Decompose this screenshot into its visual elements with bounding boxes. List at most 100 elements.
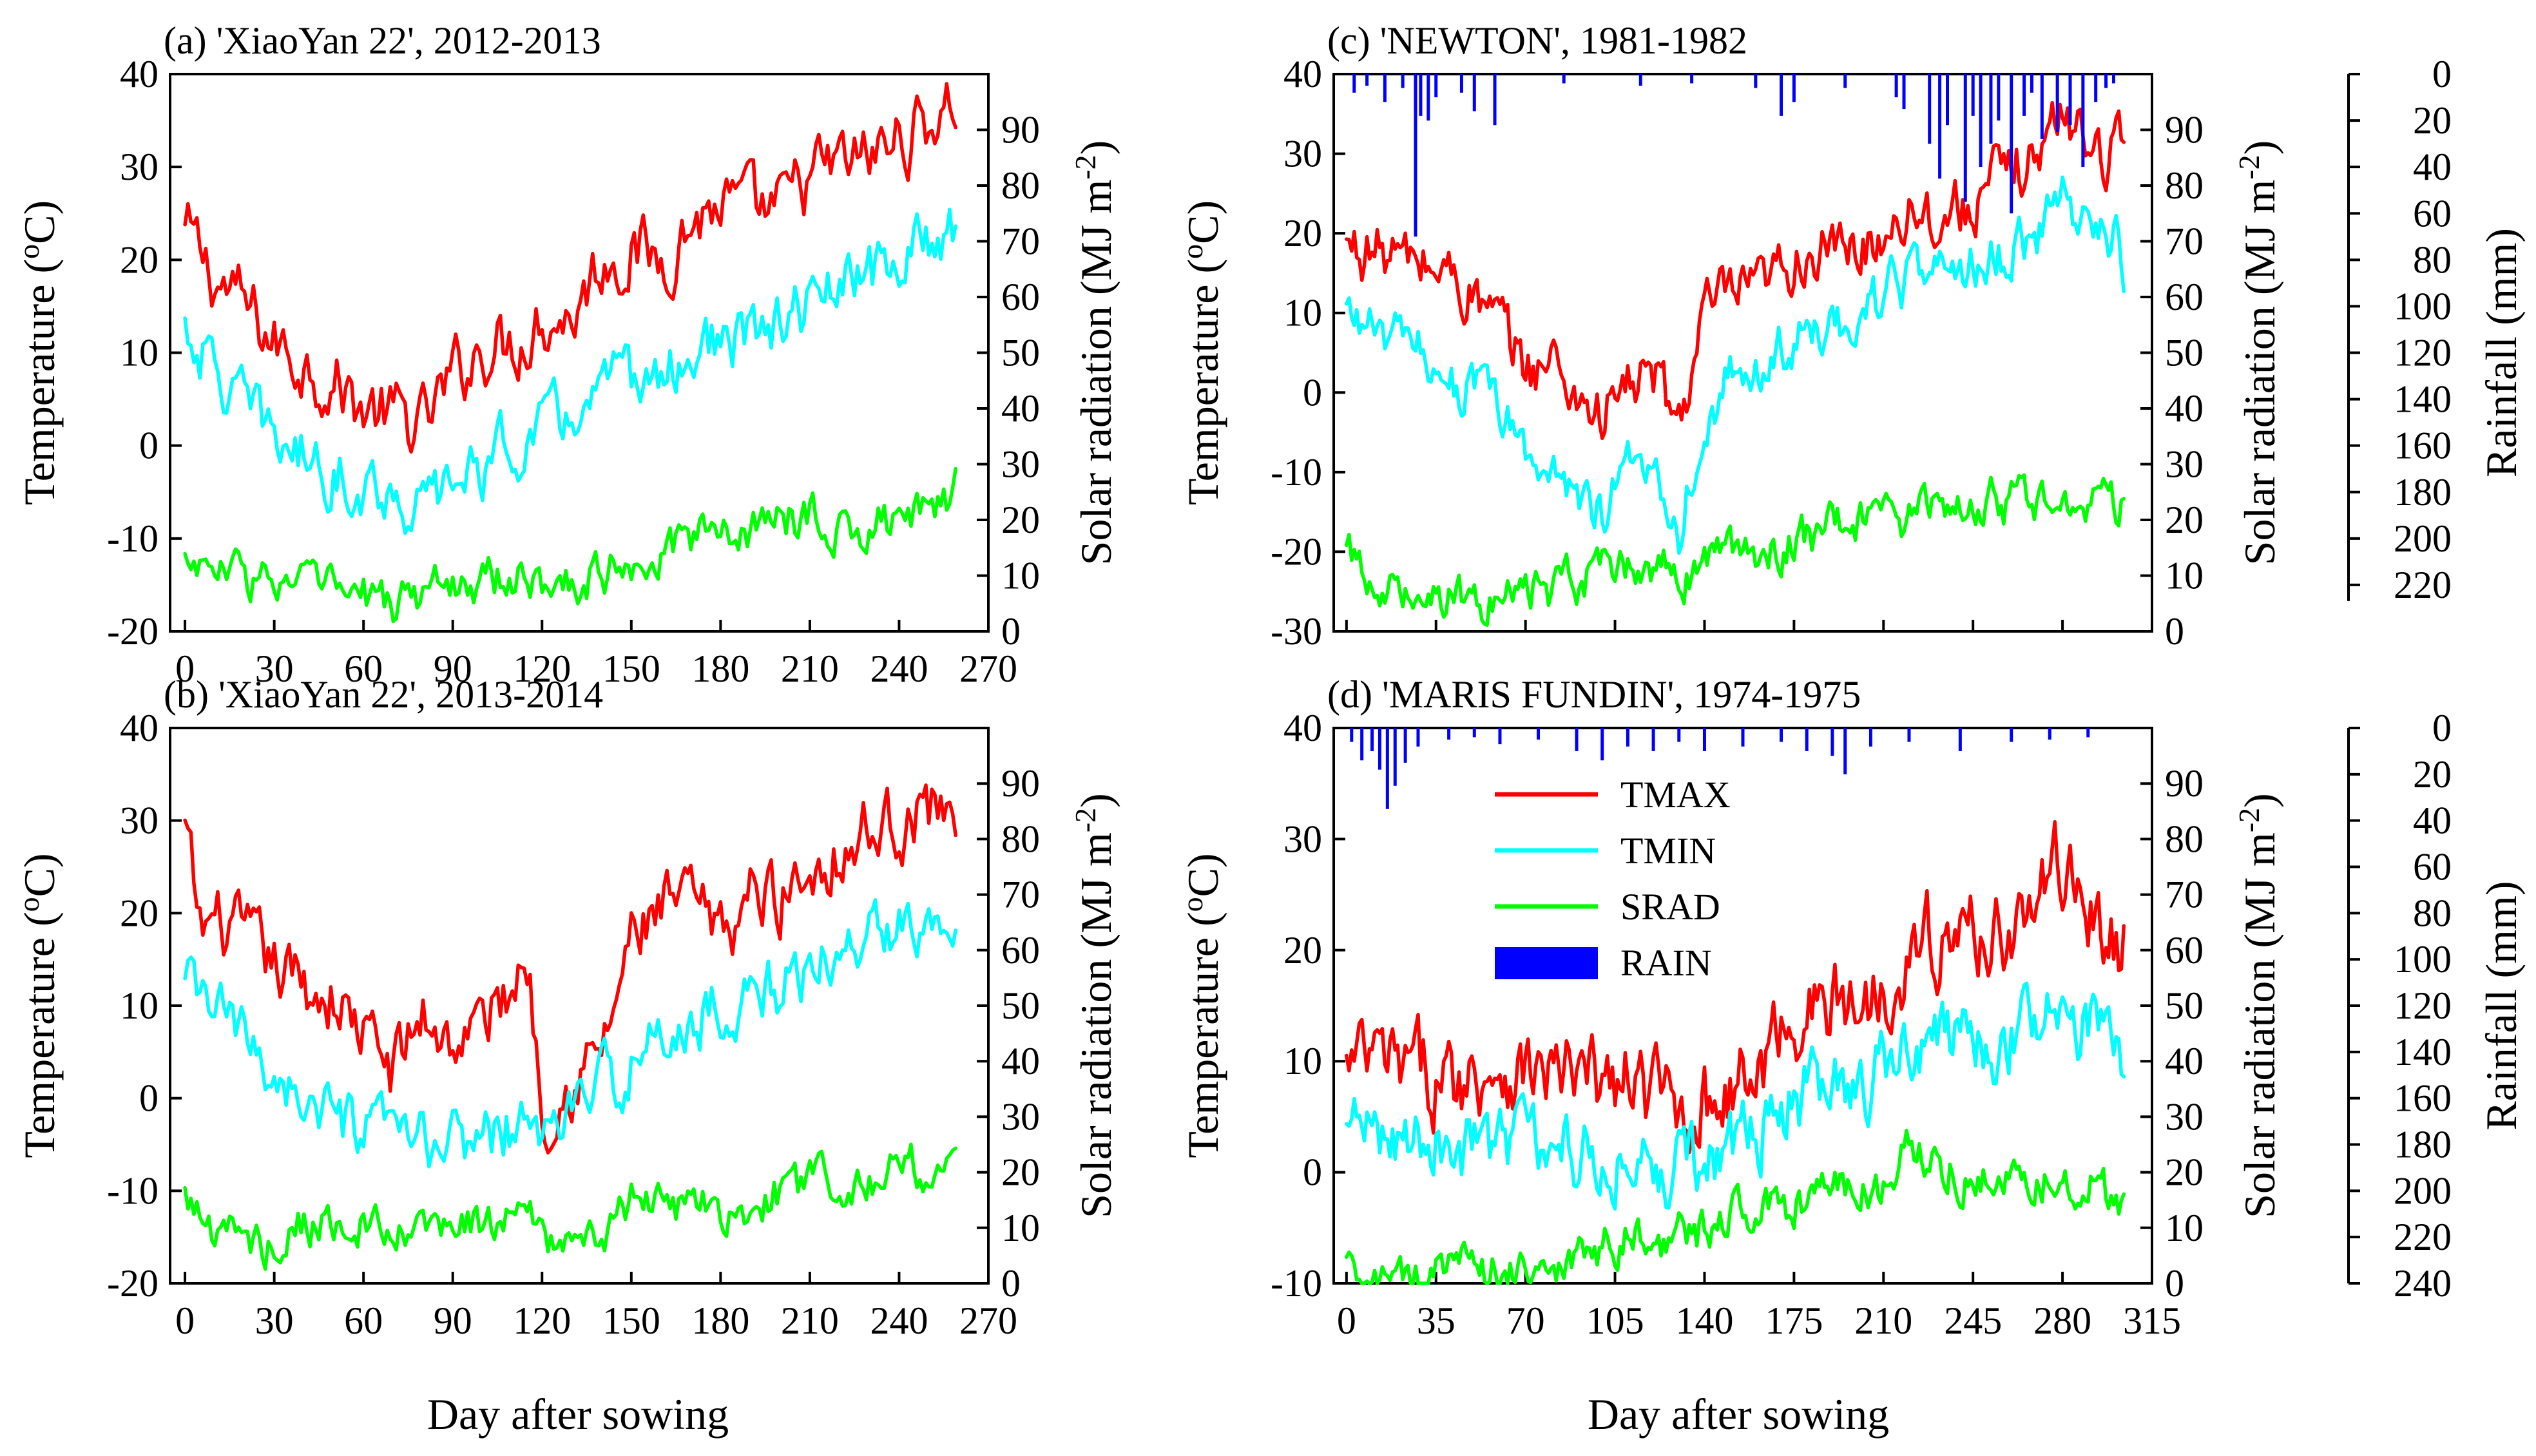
y-tick-label: -10 [107, 517, 158, 560]
rain-tick-label: 160 [2394, 425, 2452, 467]
x-tick-label: 240 [870, 647, 928, 690]
y2-tick-label: 30 [1001, 443, 1040, 486]
panel-a: (a) 'XiaoYan 22', 2012-2013 -20 -10 0 10 20 30… [12, 19, 1120, 690]
y2-tick-label: 0 [2165, 610, 2184, 653]
legend-label-tmin: TMIN [1620, 830, 1716, 872]
panel-d: (d) 'MARIS FUNDIN', 1974-1975 -10 0 10 20 30 4… [1176, 673, 2526, 1342]
x-tick-label: 150 [602, 1299, 660, 1342]
y2-tick-label: 10 [2165, 555, 2204, 597]
y-tick-label: 20 [1283, 929, 1322, 972]
x-tick-label: 0 [175, 1299, 195, 1342]
y2-axis-label: Solar radiation (MJ m-2) [2233, 140, 2284, 566]
x-tick-label: 140 [1675, 1299, 1733, 1342]
rain-axis-label: Rainfall (mm) [2477, 881, 2526, 1130]
y-tick-label: 10 [1283, 1040, 1322, 1082]
series-srad-line [1345, 1129, 2126, 1285]
rain-tick-label: 200 [2394, 1169, 2452, 1212]
x-tick-label: 30 [255, 647, 294, 690]
y-tick-label: -10 [1271, 1262, 1322, 1305]
y2-tick-label: 40 [1001, 1040, 1040, 1082]
x-tick-label: 180 [691, 647, 749, 690]
y-tick-label: 0 [139, 425, 158, 467]
series-srad-line [1345, 473, 2126, 627]
y2-tick-label: 50 [1001, 984, 1040, 1027]
x-tick-label: 280 [2033, 1299, 2091, 1342]
rain-axis-label: Rainfall (mm) [2477, 228, 2526, 477]
x-tick-label: 180 [691, 1299, 749, 1342]
y-tick-label: 40 [1283, 707, 1322, 749]
rain-tick-label: 220 [2394, 564, 2452, 606]
x-axis-label-left: Day after sowing [427, 1390, 729, 1439]
y-tick-label: -20 [107, 610, 158, 653]
y2-tick-label: 90 [1001, 762, 1040, 805]
x-tick-label: 210 [781, 647, 839, 690]
y2-tick-label: 70 [2165, 874, 2204, 916]
y2-axis-label: Solar radiation (MJ m-2) [1069, 140, 1120, 566]
y2-tick-label: 60 [2165, 276, 2204, 318]
rain-tick-label: 0 [2432, 707, 2452, 749]
rain-tick-label: 60 [2413, 846, 2452, 888]
series-tmin-line [1345, 981, 2126, 1211]
y-tick-label: -20 [1271, 530, 1322, 573]
x-tick-label: 120 [513, 647, 571, 690]
panel-title: (a) 'XiaoYan 22', 2012-2013 [164, 19, 601, 62]
y2-tick-label: 0 [1001, 1262, 1021, 1305]
x-tick-label: 30 [255, 1299, 294, 1342]
rain-tick-label: 100 [2394, 285, 2452, 327]
y2-tick-label: 20 [2165, 499, 2204, 541]
y2-tick-label: 70 [1001, 874, 1040, 916]
rain-tick-label: 120 [2394, 984, 2452, 1027]
rain-tick-label: 40 [2413, 146, 2452, 188]
y-tick-label: 20 [120, 892, 158, 934]
y2-tick-label: 0 [2165, 1262, 2184, 1305]
series-tmax-line [1345, 819, 2126, 1154]
y2-axis-label: Solar radiation (MJ m-2) [1069, 793, 1120, 1218]
series-tmin-line [183, 207, 957, 535]
y2-tick-label: 10 [1001, 1207, 1040, 1249]
x-tick-label: 150 [602, 647, 660, 690]
x-tick-label: 0 [175, 647, 195, 690]
rain-tick-label: 180 [2394, 1124, 2452, 1166]
y2-tick-label: 40 [2165, 1040, 2204, 1082]
x-tick-label: 270 [959, 647, 1017, 690]
panel-c: (c) 'NEWTON', 1981-1982 -30 -20 -10 0 10 20 30 4… [1176, 19, 2526, 653]
rain-tick-label: 140 [2394, 1031, 2452, 1073]
x-tick-label: 70 [1506, 1299, 1545, 1342]
rain-tick-label: 220 [2394, 1216, 2452, 1258]
x-tick-label: 270 [959, 1299, 1017, 1342]
y-tick-label: 10 [1283, 292, 1322, 334]
panel-b: (b) 'XiaoYan 22', 2013-2014 -20 -10 0 10 20 30… [12, 673, 1120, 1342]
legend-swatch-rain [1495, 947, 1598, 979]
rain-tick-label: 20 [2413, 99, 2452, 142]
x-tick-label: 105 [1586, 1299, 1644, 1342]
y2-tick-label: 50 [1001, 332, 1040, 374]
y-tick-label: 30 [120, 146, 158, 188]
panel-title: (b) 'XiaoYan 22', 2013-2014 [164, 673, 603, 716]
x-tick-label: 90 [434, 647, 472, 690]
series-tmax-line [1345, 101, 2126, 441]
y2-tick-label: 20 [1001, 1151, 1040, 1194]
x-tick-label: 245 [1944, 1299, 2002, 1342]
x-tick-label: 0 [1337, 1299, 1356, 1342]
y-tick-label: 30 [1283, 818, 1322, 860]
rain-tick-label: 160 [2394, 1077, 2452, 1120]
y-tick-label: 10 [120, 332, 158, 374]
y2-tick-label: 0 [1001, 610, 1021, 653]
y2-tick-label: 30 [1001, 1095, 1040, 1138]
x-tick-label: 35 [1417, 1299, 1455, 1342]
x-tick-label: 210 [781, 1299, 839, 1342]
y-tick-label: 20 [1283, 212, 1322, 254]
legend-label-rain: RAIN [1620, 942, 1712, 984]
y-tick-label: -30 [1271, 610, 1322, 653]
panel-title: (d) 'MARIS FUNDIN', 1974-1975 [1327, 673, 1861, 716]
x-tick-label: 240 [870, 1299, 928, 1342]
rain-tick-label: 0 [2432, 53, 2452, 95]
y2-tick-label: 30 [2165, 1095, 2204, 1138]
y-tick-label: 20 [120, 238, 158, 281]
y-axis-label: Temperature (oC) [12, 200, 64, 505]
legend-label-tmax: TMAX [1620, 774, 1731, 816]
y-tick-label: -20 [107, 1262, 158, 1305]
y-tick-label: 10 [120, 984, 158, 1027]
y2-tick-label: 30 [2165, 443, 2204, 486]
